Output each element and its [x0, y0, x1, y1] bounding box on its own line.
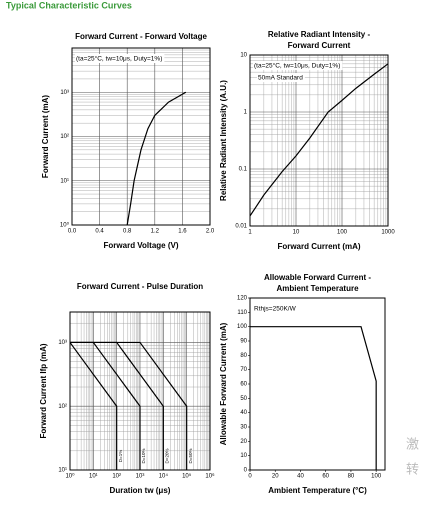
annotation: (ta=25°C, tw=10μs, Duty=1%) — [76, 55, 162, 63]
y-tick-label: 10 — [240, 453, 247, 459]
plot-frame — [249, 297, 386, 471]
y-axis-label: Forward Current (mA) — [41, 95, 50, 178]
y-axis-label: Allowable Forward Current (mA) — [219, 322, 228, 445]
x-tick-label: 20 — [272, 474, 279, 480]
chart-title: Allowable Forward Current - — [264, 273, 371, 282]
y-tick-label: 110 — [237, 310, 247, 316]
annotation: Rthjs=250K/W — [254, 306, 297, 313]
chart-title: Forward Current — [288, 41, 351, 50]
x-tick-label: 10⁴ — [159, 473, 169, 480]
y-tick-label: 10² — [60, 134, 69, 140]
y-tick-label: 50 — [240, 396, 247, 402]
chart-title: Relative Radiant Intensity - — [268, 30, 371, 39]
x-tick-label: 10 — [293, 230, 300, 236]
y-tick-label: 10⁰ — [60, 222, 70, 229]
plot-frame — [249, 54, 389, 227]
y-axis-label: Forward Current Ifp (mA) — [39, 343, 48, 438]
x-tick-label: 80 — [348, 474, 355, 480]
x-axis-label: Duration tw (μs) — [110, 486, 171, 495]
x-tick-label: 2.0 — [206, 229, 215, 235]
x-tick-label: 1 — [248, 230, 252, 236]
y-tick-label: 40 — [240, 410, 247, 416]
y-tick-label: 120 — [237, 296, 248, 302]
x-tick-label: 1000 — [381, 230, 395, 236]
series-line — [70, 341, 188, 470]
x-tick-label: 60 — [322, 474, 329, 480]
annotation-bg — [253, 304, 298, 313]
y-tick-label: 10 — [240, 53, 247, 59]
x-tick-label: 100 — [337, 230, 348, 236]
series-line — [69, 342, 118, 470]
x-tick-label: 10⁶ — [205, 473, 215, 480]
x-tick-label: 100 — [371, 474, 382, 480]
y-axis-label: Relative Radiant Intensity (A.U.) — [219, 80, 228, 201]
y-tick-label: 10¹ — [60, 178, 69, 184]
y-tick-label: 90 — [240, 339, 247, 345]
y-tick-label: 0 — [244, 468, 248, 474]
series-label: D=50% — [188, 449, 193, 464]
y-tick-label: 70 — [240, 367, 247, 373]
series-label: D=1% — [118, 450, 123, 462]
y-tick-label: 10³ — [60, 90, 69, 96]
x-tick-label: 1.2 — [151, 229, 160, 235]
y-tick-label: 30 — [240, 425, 247, 431]
annotation: (ta=25°C, tw=10μs, Duty=1%) — [254, 62, 340, 70]
x-axis-label: Forward Voltage (V) — [104, 241, 179, 250]
y-tick-label: 10² — [58, 404, 67, 410]
header: Typical Characteristic Curves — [6, 0, 132, 10]
x-axis-label: Ambient Temperature (°C) — [268, 486, 367, 495]
series-line — [250, 326, 377, 470]
series-label: D=20% — [165, 449, 170, 464]
y-tick-label: 0.1 — [239, 167, 248, 173]
x-tick-label: 0.0 — [68, 229, 77, 235]
x-tick-label: 1.6 — [178, 229, 187, 235]
x-tick-label: 10⁰ — [65, 473, 75, 480]
plot-frame — [71, 47, 211, 226]
series-line — [249, 63, 389, 217]
annotation-bg — [75, 54, 165, 63]
y-tick-label: 10¹ — [58, 468, 67, 474]
chart-title: Forward Current - Forward Voltage — [75, 32, 207, 41]
annotation-bg — [253, 61, 343, 70]
y-tick-label: 100 — [237, 324, 248, 330]
y-tick-label: 80 — [240, 353, 247, 359]
y-tick-label: 0.01 — [235, 224, 247, 230]
watermark: 激 — [406, 436, 419, 451]
watermark: 转 — [406, 461, 419, 476]
chart-title: Forward Current - Pulse Duration — [77, 282, 203, 291]
y-tick-label: 60 — [240, 382, 247, 388]
x-tick-label: 10⁵ — [182, 473, 192, 480]
x-tick-label: 10² — [112, 474, 121, 480]
annotation-bg — [257, 73, 305, 82]
series-line — [126, 91, 187, 226]
y-tick-label: 10³ — [58, 340, 67, 346]
y-tick-label: 1 — [244, 110, 248, 116]
x-tick-label: 0.4 — [95, 229, 104, 235]
series-label: D=10% — [141, 449, 146, 464]
chart-title: Ambient Temperature — [276, 284, 359, 293]
x-tick-label: 0.8 — [123, 229, 132, 235]
x-axis-label: Forward Current (mA) — [277, 242, 360, 251]
x-tick-label: 40 — [297, 474, 304, 480]
annotation: 50mA Standard — [258, 75, 303, 82]
x-tick-label: 10¹ — [89, 474, 98, 480]
x-tick-label: 0 — [248, 474, 252, 480]
x-tick-label: 10³ — [136, 474, 145, 480]
y-tick-label: 20 — [240, 439, 247, 445]
